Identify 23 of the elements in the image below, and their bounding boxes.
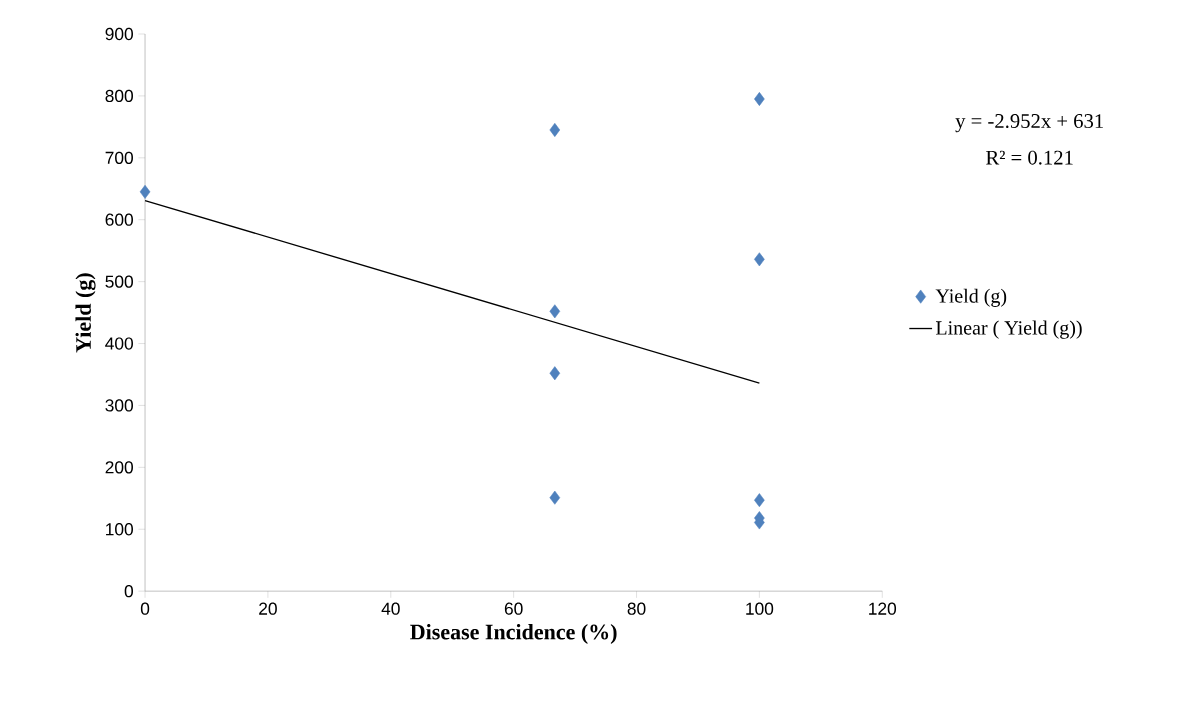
y-axis-title: Yield (g) <box>75 273 96 353</box>
y-tick-label: 100 <box>106 523 133 536</box>
x-tick-label: 80 <box>627 602 646 615</box>
y-tick-label: 800 <box>105 89 133 102</box>
x-tick-label: 0 <box>140 602 150 615</box>
legend-label: Linear ( Yield (g)) <box>935 320 1082 339</box>
y-tick-label: 0 <box>124 584 133 598</box>
x-tick-label: 120 <box>869 602 897 615</box>
y-tick-label: 700 <box>105 151 133 164</box>
x-tick-label: 60 <box>504 602 523 615</box>
y-tick-label: 300 <box>105 399 133 412</box>
y-tick-label: 600 <box>105 213 133 226</box>
x-tick-label: 40 <box>381 602 400 615</box>
text: R² = 0.121 <box>986 150 1073 165</box>
y-tick-label: 900 <box>105 27 133 41</box>
x-tick-label: 100 <box>746 602 774 615</box>
y-tick-label: 500 <box>105 275 133 288</box>
y-tick-label: 400 <box>105 337 133 350</box>
x-tick-label: 20 <box>259 602 277 615</box>
x-axis-title: Disease Incidence (%) <box>410 623 617 644</box>
text: y = -2.952x + 631 <box>955 113 1103 133</box>
y-tick-label: 200 <box>105 461 133 474</box>
legend-label: Yield (g) <box>935 288 1007 307</box>
